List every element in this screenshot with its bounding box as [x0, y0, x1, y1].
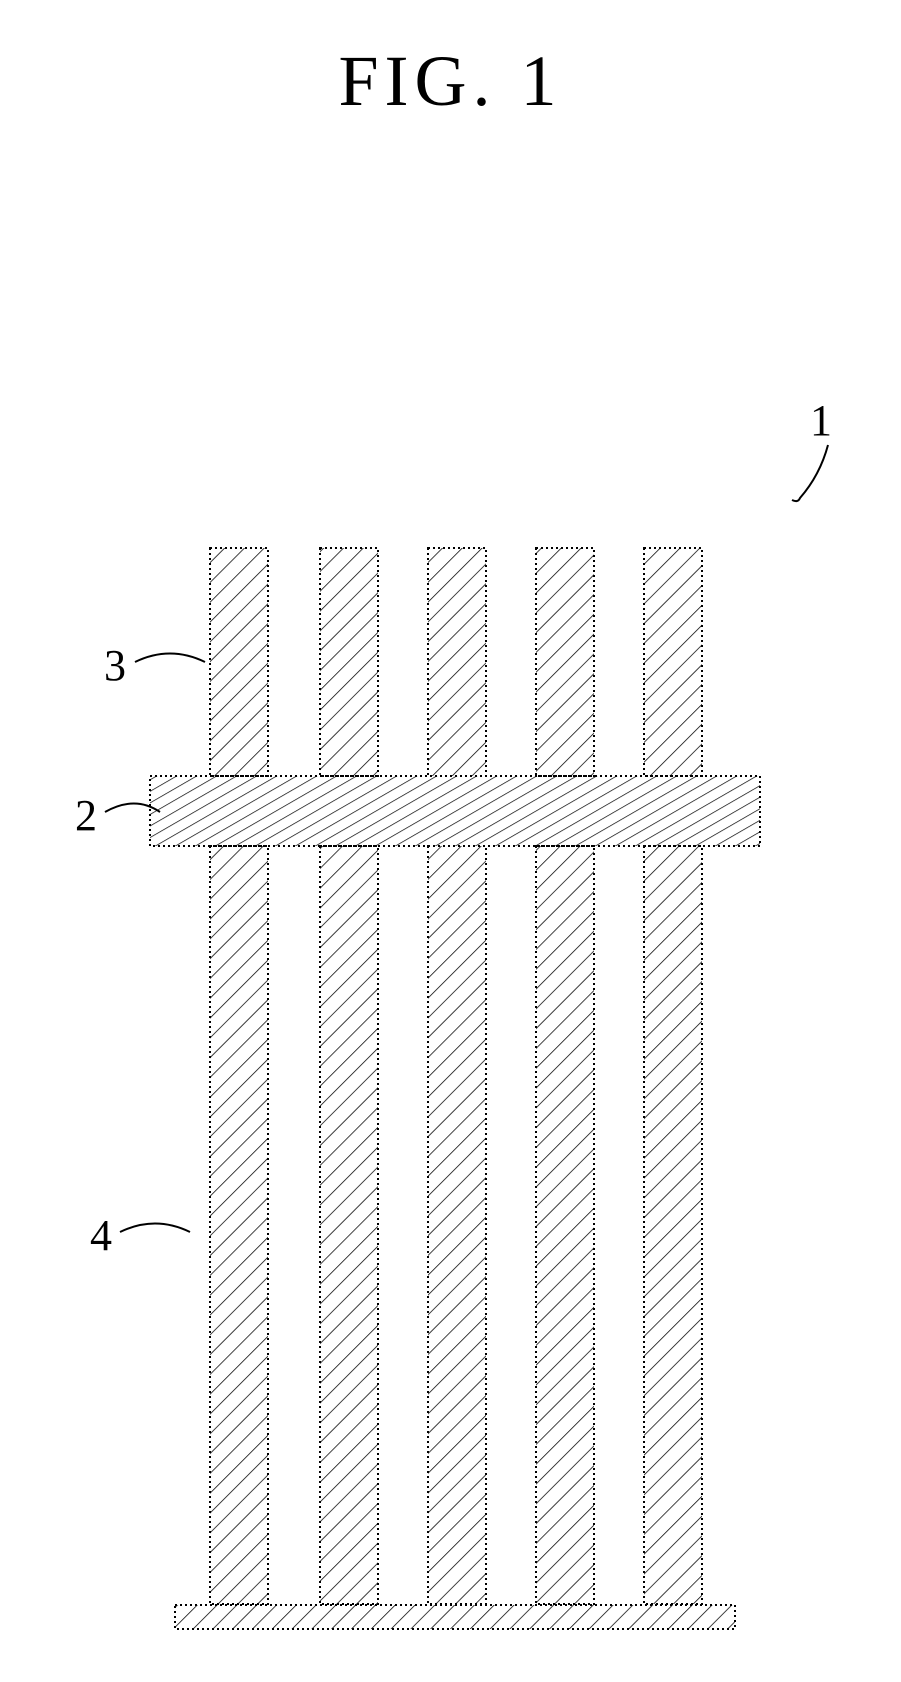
figure-svg	[0, 0, 901, 1682]
lower-fin	[210, 846, 268, 1604]
lower-fin	[320, 846, 378, 1604]
lower-fin	[428, 846, 486, 1604]
label-3: 3	[104, 640, 126, 691]
upper-fin	[428, 548, 486, 776]
upper-fin	[536, 548, 594, 776]
leader-4	[120, 1224, 190, 1233]
label-2: 2	[75, 790, 97, 841]
upper-fin	[210, 548, 268, 776]
label-1: 1	[810, 395, 832, 446]
label-4: 4	[90, 1210, 112, 1261]
upper-fin	[644, 548, 702, 776]
lower-fin	[644, 846, 702, 1604]
leader-3	[135, 654, 205, 663]
lower-fin	[536, 846, 594, 1604]
upper-fin	[320, 548, 378, 776]
upper-fins-group	[210, 548, 702, 776]
lower-fins-group	[210, 846, 702, 1604]
bottom-bar	[175, 1605, 735, 1629]
horizontal-bar	[150, 776, 760, 846]
leader-1	[792, 445, 828, 501]
